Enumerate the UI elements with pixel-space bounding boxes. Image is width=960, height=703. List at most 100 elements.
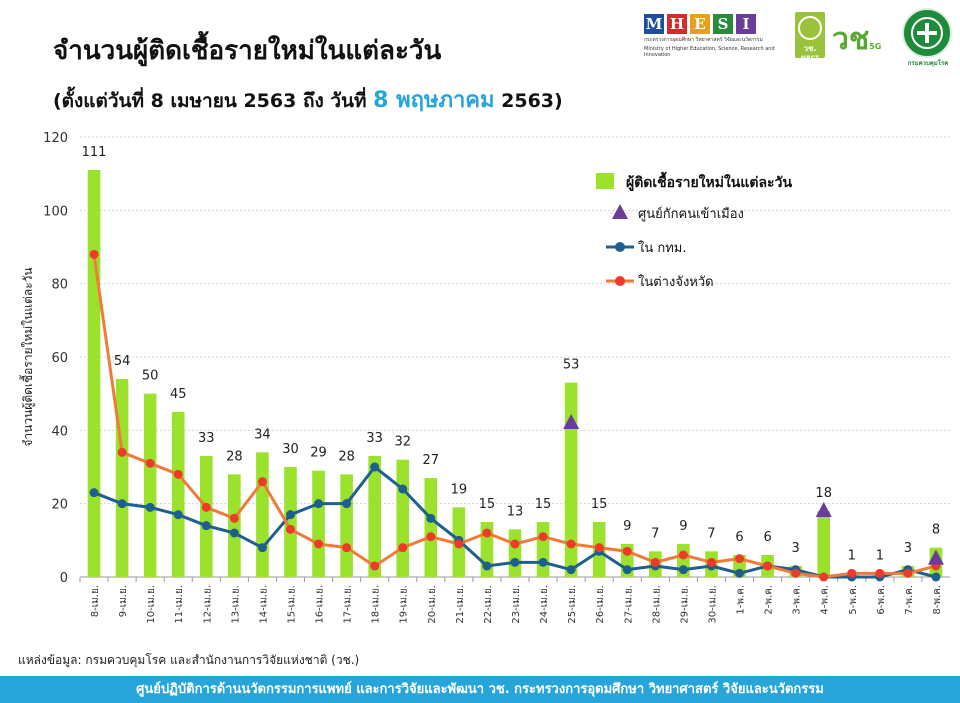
series-point bbox=[510, 557, 520, 567]
series-point bbox=[201, 521, 211, 531]
footer-banner: ศูนย์ปฏิบัติการด้านนวัตกรรมการแพทย์ และก… bbox=[0, 676, 960, 703]
x-tick-label: 22-เม.ย. bbox=[483, 585, 494, 624]
x-tick-label: 10-เม.ย. bbox=[146, 585, 157, 624]
series-point bbox=[538, 532, 548, 542]
series-point bbox=[426, 532, 436, 542]
x-tick-label: 17-เม.ย. bbox=[343, 585, 354, 624]
y-tick-label: 20 bbox=[51, 498, 68, 513]
series-point bbox=[735, 568, 745, 578]
bar bbox=[256, 452, 269, 577]
series-point bbox=[875, 568, 885, 578]
series-point bbox=[594, 543, 604, 553]
markers bbox=[89, 249, 944, 582]
x-tick-label: 8-พ.ค. bbox=[932, 585, 943, 615]
bar-value-label: 18 bbox=[815, 486, 832, 501]
bar-value-label: 32 bbox=[394, 435, 411, 450]
x-tick-label: 15-เม.ย. bbox=[286, 585, 297, 624]
series-point bbox=[510, 539, 520, 549]
bar bbox=[564, 382, 578, 577]
bar-value-label: 33 bbox=[366, 431, 383, 446]
series-point bbox=[201, 502, 211, 512]
series-point bbox=[931, 572, 941, 582]
bar bbox=[424, 478, 438, 577]
bar-value-label: 54 bbox=[114, 354, 131, 369]
series-point bbox=[903, 568, 913, 578]
series-point bbox=[735, 554, 745, 564]
detention-marker bbox=[927, 549, 944, 565]
bar-value-label: 1 bbox=[848, 548, 856, 563]
bar bbox=[87, 170, 101, 577]
bar bbox=[312, 470, 325, 577]
subtitle-highlight: 8 พฤษภาคม bbox=[373, 88, 495, 113]
grid bbox=[79, 136, 950, 582]
mhesi-letter: S bbox=[713, 14, 733, 34]
subtitle-pre: (ตั้งแต่วันที่ 8 เมษายน 2563 ถึง วันที่ bbox=[53, 90, 374, 112]
bar bbox=[171, 412, 185, 577]
nrct-logo: วช. NRCT bbox=[795, 12, 825, 62]
bar-value-label: 9 bbox=[679, 519, 687, 534]
subtitle-post: 2563) bbox=[494, 90, 563, 112]
x-tick-label: 12-เม.ย. bbox=[202, 585, 213, 624]
x-tick-label: 6-พ.ค. bbox=[876, 585, 887, 615]
series-point bbox=[566, 539, 576, 549]
page-subtitle: (ตั้งแต่วันที่ 8 เมษายน 2563 ถึง วันที่ … bbox=[53, 82, 563, 117]
legend: ผู้ติดเชื้อรายใหม่ในแต่ละวันศูนย์กักคนเข… bbox=[596, 171, 792, 290]
series-point bbox=[398, 543, 408, 553]
lines bbox=[92, 254, 937, 579]
nrct-sub: NRCT bbox=[800, 55, 820, 62]
series-point bbox=[342, 499, 352, 509]
bar bbox=[284, 467, 297, 577]
legend-label: ใน กทม. bbox=[638, 240, 687, 256]
bar-value-label: 111 bbox=[82, 145, 107, 160]
x-tick-label: 9-เม.ย. bbox=[118, 585, 129, 617]
series-point bbox=[173, 510, 183, 520]
series-point bbox=[847, 568, 857, 578]
bar-value-label: 9 bbox=[623, 519, 631, 534]
series-point bbox=[342, 543, 352, 553]
x-tick-label: 11-เม.ย. bbox=[174, 585, 185, 624]
y-tick-label: 80 bbox=[51, 278, 68, 293]
series-point bbox=[117, 447, 127, 457]
x-tick-label: 4-พ.ค. bbox=[820, 585, 831, 615]
series-point bbox=[482, 528, 492, 538]
bar-value-label: 6 bbox=[763, 530, 771, 545]
bar bbox=[368, 456, 381, 577]
x-tick-label: 14-เม.ย. bbox=[258, 585, 269, 624]
series-point bbox=[89, 488, 99, 498]
bar-value-label: 28 bbox=[338, 449, 355, 464]
bar bbox=[536, 522, 550, 577]
series-point bbox=[706, 557, 716, 567]
series-point bbox=[145, 502, 155, 512]
x-tick-label: 23-เม.ย. bbox=[511, 585, 522, 624]
bar-value-label: 7 bbox=[707, 526, 715, 541]
bar bbox=[115, 379, 129, 577]
bar-value-label: 13 bbox=[507, 504, 524, 519]
series-point bbox=[622, 546, 632, 556]
bar-value-label: 34 bbox=[254, 427, 271, 442]
bar bbox=[199, 456, 213, 577]
chart: 0 20 40 60 80 100 120 จำนวนผู้ติดเชื้อรายใหม่ใน… bbox=[19, 131, 950, 624]
series-point bbox=[454, 539, 464, 549]
bar-value-label: 15 bbox=[535, 497, 552, 512]
series-point bbox=[791, 568, 801, 578]
series-point bbox=[622, 565, 632, 575]
legend-swatch-point bbox=[615, 276, 625, 286]
series-point bbox=[566, 565, 576, 575]
ddc-emblem-icon bbox=[911, 17, 943, 49]
mhesi-caption-th: กระทรวงการอุดมศึกษา วิทยาศาสตร์ วิจัยและ… bbox=[644, 37, 763, 43]
bar-value-label: 28 bbox=[226, 449, 243, 464]
x-tick-label: 28-เม.ย. bbox=[651, 585, 662, 624]
y-tick-label: 40 bbox=[51, 424, 68, 439]
mhesi-letter: E bbox=[690, 14, 710, 34]
mhesi-letter: M bbox=[644, 14, 664, 34]
bar-value-label: 29 bbox=[310, 446, 327, 461]
mhesi-caption-en: Ministry of Higher Education, Science, R… bbox=[644, 46, 775, 58]
series-point bbox=[257, 543, 267, 553]
bar-value-label: 1 bbox=[876, 548, 884, 563]
bar-value-label: 3 bbox=[792, 541, 800, 556]
nrct-emblem-icon bbox=[798, 16, 822, 40]
bar bbox=[143, 393, 157, 577]
x-tick-label: 16-เม.ย. bbox=[315, 585, 326, 624]
